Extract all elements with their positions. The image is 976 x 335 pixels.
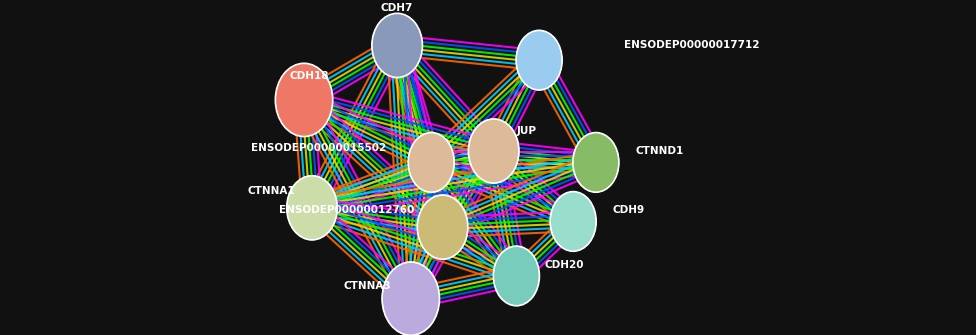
Ellipse shape (409, 133, 454, 192)
Ellipse shape (418, 195, 468, 259)
Ellipse shape (468, 118, 520, 184)
Text: ENSODEP00000015502: ENSODEP00000015502 (251, 143, 386, 153)
Text: ENSODEP00000017712: ENSODEP00000017712 (625, 41, 759, 51)
Text: CDH9: CDH9 (613, 205, 645, 215)
Ellipse shape (494, 247, 539, 306)
Ellipse shape (493, 245, 541, 307)
Ellipse shape (275, 64, 333, 136)
Ellipse shape (516, 31, 562, 90)
Ellipse shape (382, 261, 440, 335)
Text: CDH18: CDH18 (290, 71, 329, 81)
Ellipse shape (407, 132, 455, 193)
Ellipse shape (550, 192, 596, 251)
Ellipse shape (274, 62, 334, 137)
Ellipse shape (287, 176, 337, 240)
Text: CTNNA3: CTNNA3 (344, 281, 391, 291)
Text: ENSODEP00000012760: ENSODEP00000012760 (279, 205, 414, 215)
Ellipse shape (468, 119, 518, 183)
Ellipse shape (383, 262, 439, 335)
Ellipse shape (286, 175, 338, 241)
Text: CDH20: CDH20 (545, 260, 585, 270)
Ellipse shape (572, 132, 620, 193)
Ellipse shape (549, 191, 597, 252)
Ellipse shape (515, 29, 563, 91)
Text: CTNND1: CTNND1 (635, 146, 684, 156)
Ellipse shape (573, 133, 619, 192)
Ellipse shape (372, 14, 423, 77)
Text: CTNNA1: CTNNA1 (247, 186, 295, 196)
Ellipse shape (417, 194, 468, 260)
Ellipse shape (371, 12, 424, 78)
Text: CDH7: CDH7 (381, 3, 414, 13)
Text: JUP: JUP (516, 126, 537, 136)
